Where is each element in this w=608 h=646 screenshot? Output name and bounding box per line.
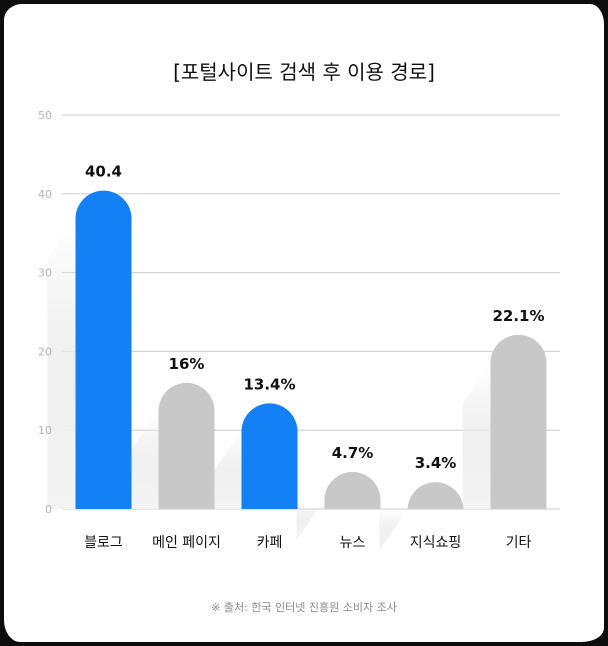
bar (324, 471, 381, 509)
bar (158, 382, 215, 509)
data-label: 4.7% (332, 444, 374, 462)
y-tick-label: 0 (45, 503, 52, 516)
data-label: 3.4% (415, 454, 457, 472)
x-tick-label: 지식쇼핑 (410, 535, 462, 551)
bar (241, 403, 298, 509)
data-label: 40.4 (85, 163, 122, 181)
data-label: 22.1% (492, 307, 544, 325)
bar (407, 482, 464, 511)
y-tick-label: 40 (38, 188, 52, 201)
y-tick-label: 50 (38, 109, 52, 122)
data-label: 13.4% (243, 375, 295, 393)
source-note: ※ 출처: 한국 인터넷 진흥원 소비자 조사 (211, 601, 397, 614)
bar (490, 334, 547, 509)
data-label: 16% (169, 355, 205, 373)
x-tick-label: 기타 (506, 535, 532, 551)
bar-shadow (296, 499, 325, 540)
y-tick-label: 30 (38, 267, 52, 280)
y-tick-label: 10 (38, 424, 52, 437)
bar-shadow (379, 509, 408, 551)
y-tick-label: 20 (38, 345, 52, 358)
x-tick-label: 뉴스 (340, 535, 366, 551)
bar-shadow (462, 362, 491, 509)
x-tick-label: 블로그 (84, 535, 123, 551)
bar-shadow (130, 410, 159, 509)
bar (75, 190, 132, 509)
bar-shadow (213, 431, 242, 509)
bar-shadow (47, 218, 76, 509)
x-tick-label: 카페 (257, 535, 283, 551)
chart-title: [포털사이트 검색 후 이용 경로] (173, 60, 435, 84)
x-tick-label: 메인 페이지 (152, 535, 221, 551)
